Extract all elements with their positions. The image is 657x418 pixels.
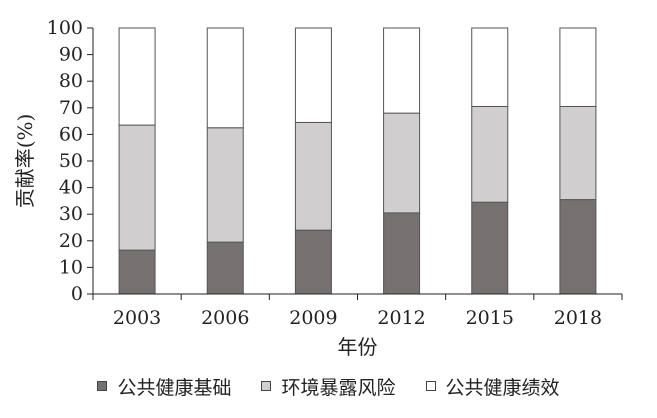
x-tick-label: 2003 [113,307,161,329]
legend-swatch-2 [261,381,272,391]
y-tick-label: 100 [47,17,83,39]
bar-segment-3 [118,27,156,126]
y-tick-label: 40 [59,177,83,199]
legend-item-2: 环境暴露风险 [261,373,396,400]
x-tick-label: 2006 [201,307,249,329]
bar-segment-3 [383,27,421,114]
legend-label-1: 公共健康基础 [117,376,232,399]
bar-segment-1 [118,249,156,295]
legend-label-3: 公共健康绩效 [445,376,560,399]
bar-segment-1 [206,241,244,295]
y-tick-label: 10 [59,256,83,278]
y-tick-label: 70 [59,97,83,119]
legend: 公共健康基础 环境暴露风险 公共健康绩效 [0,366,657,406]
legend-label-2: 环境暴露风险 [281,376,396,399]
y-axis-title: 贡献率(%) [13,114,37,209]
x-tick-label: 2018 [554,307,602,329]
legend-swatch-1 [97,381,108,391]
stacked-bar-chart: 0 10 20 30 40 50 60 70 80 90 100 2003 2006 2009 2012 20… [13,17,623,359]
bar-segment-2 [206,127,244,243]
bar-segment-2 [118,124,156,251]
legend-item-3: 公共健康绩效 [425,373,560,400]
bar-segment-1 [294,229,332,295]
bar-segment-1 [471,201,509,295]
bar-segment-1 [559,199,597,295]
y-tick-label: 30 [59,203,83,225]
bar-segment-2 [294,121,332,231]
x-tick-label: 2009 [289,307,337,329]
legend-item-1: 公共健康基础 [97,373,231,400]
bar-segment-3 [559,27,597,107]
x-axis-title: 年份 [338,335,378,359]
x-tick-label: 2012 [377,307,425,329]
bar-segment-3 [471,27,509,107]
bar-segment-3 [206,27,244,129]
y-tick-label: 90 [59,44,83,66]
bar-segment-1 [383,212,421,295]
y-tick-label: 20 [59,230,83,252]
y-tick-label: 0 [71,283,83,305]
x-tick-label: 2015 [466,307,514,329]
bar-segment-2 [471,105,509,203]
legend-swatch-3 [425,381,436,391]
bar-segment-2 [383,112,421,214]
y-tick-label: 60 [59,123,83,145]
y-tick-label: 80 [59,70,83,92]
bar-segment-3 [294,27,332,123]
bar-segment-2 [559,105,597,201]
y-tick-label: 50 [59,150,83,172]
